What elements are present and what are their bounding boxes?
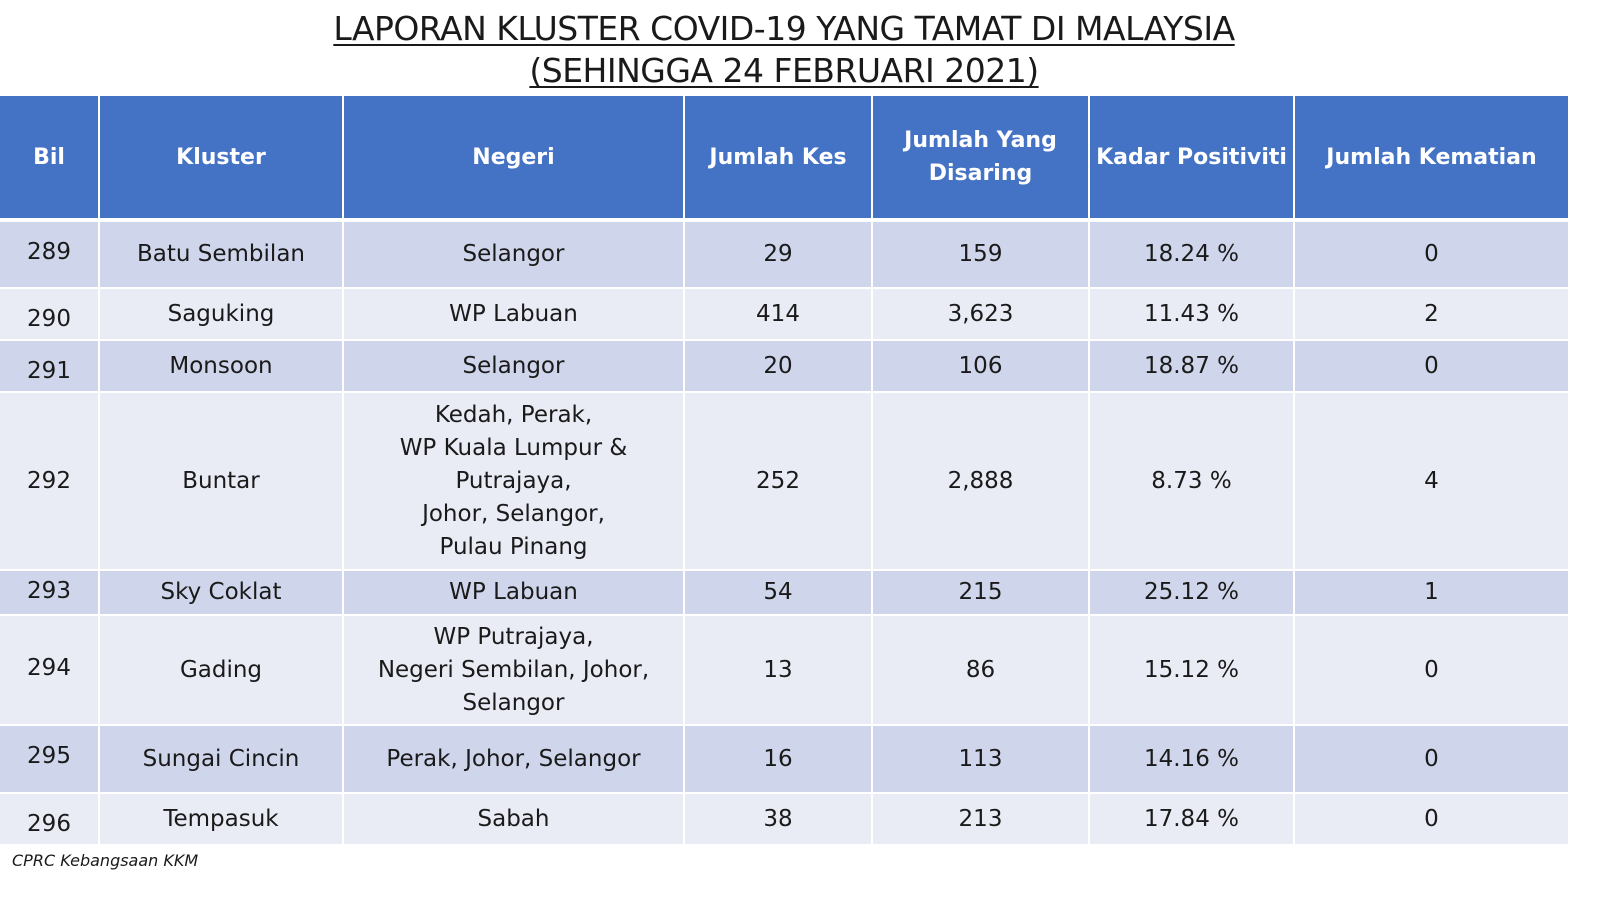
cell-negeri: Perak, Johor, Selangor (343, 725, 685, 794)
table-row: 293 Sky Coklat WP Labuan 54 215 25.12 % … (0, 570, 1568, 616)
cell-negeri: Sabah (343, 793, 685, 846)
cell-jumlah-disaring: 213 (872, 793, 1090, 846)
header-kadar-positiviti: Kadar Positiviti (1089, 96, 1295, 222)
cell-bil: 291 (0, 340, 100, 393)
cell-negeri: Kedah, Perak, WP Kuala Lumpur & Putrajay… (343, 392, 685, 571)
cell-kadar-positiviti: 11.43 % (1089, 288, 1295, 341)
cell-bil: 293 (0, 570, 100, 616)
source-note: CPRC Kebangsaan KKM (12, 851, 199, 870)
cell-kadar-positiviti: 25.12 % (1089, 570, 1295, 616)
cell-negeri: Selangor (343, 340, 685, 393)
cell-bil: 289 (0, 220, 100, 289)
cell-jumlah-disaring: 2,888 (872, 392, 1090, 571)
cell-jumlah-disaring: 113 (872, 725, 1090, 794)
cell-bil: 294 (0, 615, 100, 726)
cell-jumlah-kes: 252 (684, 392, 873, 571)
cell-jumlah-disaring: 3,623 (872, 288, 1090, 341)
header-jumlah-disaring: Jumlah Yang Disaring (872, 96, 1090, 222)
cell-kluster: Buntar (99, 392, 344, 571)
cell-kluster: Saguking (99, 288, 344, 341)
header-jumlah-kes: Jumlah Kes (684, 96, 873, 222)
cell-jumlah-disaring: 159 (872, 220, 1090, 289)
cell-kadar-positiviti: 17.84 % (1089, 793, 1295, 846)
table-header: Bil Kluster Negeri Jumlah Kes Jumlah Yan… (0, 96, 1568, 222)
cell-kluster: Tempasuk (99, 793, 344, 846)
cell-kadar-positiviti: 14.16 % (1089, 725, 1295, 794)
cell-jumlah-kes: 13 (684, 615, 873, 726)
cluster-table: Bil Kluster Negeri Jumlah Kes Jumlah Yan… (0, 96, 1568, 846)
cell-kadar-positiviti: 8.73 % (1089, 392, 1295, 571)
cell-kluster: Monsoon (99, 340, 344, 393)
cell-jumlah-kematian: 0 (1294, 793, 1568, 846)
cell-bil: 295 (0, 725, 100, 794)
header-jumlah-kematian: Jumlah Kematian (1294, 96, 1568, 222)
cell-kadar-positiviti: 18.87 % (1089, 340, 1295, 393)
cell-kluster: Gading (99, 615, 344, 726)
cell-bil: 290 (0, 288, 100, 341)
header-negeri: Negeri (343, 96, 685, 222)
cell-bil: 292 (0, 392, 100, 571)
cell-kluster: Sky Coklat (99, 570, 344, 616)
cell-negeri: WP Labuan (343, 288, 685, 341)
table-row: 295 Sungai Cincin Perak, Johor, Selangor… (0, 725, 1568, 794)
cell-jumlah-kes: 38 (684, 793, 873, 846)
cell-jumlah-disaring: 106 (872, 340, 1090, 393)
cell-bil: 296 (0, 793, 100, 846)
cell-kadar-positiviti: 18.24 % (1089, 220, 1295, 289)
cell-jumlah-kematian: 0 (1294, 725, 1568, 794)
cell-jumlah-kes: 20 (684, 340, 873, 393)
cell-jumlah-disaring: 86 (872, 615, 1090, 726)
report-title-line-1: LAPORAN KLUSTER COVID-19 YANG TAMAT DI M… (333, 9, 1235, 48)
cell-kadar-positiviti: 15.12 % (1089, 615, 1295, 726)
cell-negeri: Selangor (343, 220, 685, 289)
cell-kluster: Sungai Cincin (99, 725, 344, 794)
table-body: 289 Batu Sembilan Selangor 29 159 18.24 … (0, 220, 1568, 846)
header-kluster: Kluster (99, 96, 344, 222)
table-row: 292 Buntar Kedah, Perak, WP Kuala Lumpur… (0, 392, 1568, 571)
cell-jumlah-kes: 16 (684, 725, 873, 794)
table-row: 296 Tempasuk Sabah 38 213 17.84 % 0 (0, 793, 1568, 846)
header-bil: Bil (0, 96, 100, 222)
report-title-line-2: (SEHINGGA 24 FEBRUARI 2021) (529, 51, 1039, 90)
cell-jumlah-kes: 414 (684, 288, 873, 341)
cell-negeri: WP Labuan (343, 570, 685, 616)
cell-jumlah-kematian: 1 (1294, 570, 1568, 616)
cell-kluster: Batu Sembilan (99, 220, 344, 289)
cell-jumlah-kematian: 0 (1294, 340, 1568, 393)
cell-jumlah-kes: 54 (684, 570, 873, 616)
cell-jumlah-kematian: 2 (1294, 288, 1568, 341)
cell-jumlah-kematian: 0 (1294, 220, 1568, 289)
cell-negeri: WP Putrajaya, Negeri Sembilan, Johor, Se… (343, 615, 685, 726)
table-row: 291 Monsoon Selangor 20 106 18.87 % 0 (0, 340, 1568, 393)
cell-jumlah-kes: 29 (684, 220, 873, 289)
header-row: Bil Kluster Negeri Jumlah Kes Jumlah Yan… (0, 96, 1568, 222)
cell-jumlah-kematian: 4 (1294, 392, 1568, 571)
table-row: 290 Saguking WP Labuan 414 3,623 11.43 %… (0, 288, 1568, 341)
cell-jumlah-disaring: 215 (872, 570, 1090, 616)
table-row: 294 Gading WP Putrajaya, Negeri Sembilan… (0, 615, 1568, 726)
table-row: 289 Batu Sembilan Selangor 29 159 18.24 … (0, 220, 1568, 289)
report-title: LAPORAN KLUSTER COVID-19 YANG TAMAT DI M… (0, 8, 1568, 92)
cell-jumlah-kematian: 0 (1294, 615, 1568, 726)
